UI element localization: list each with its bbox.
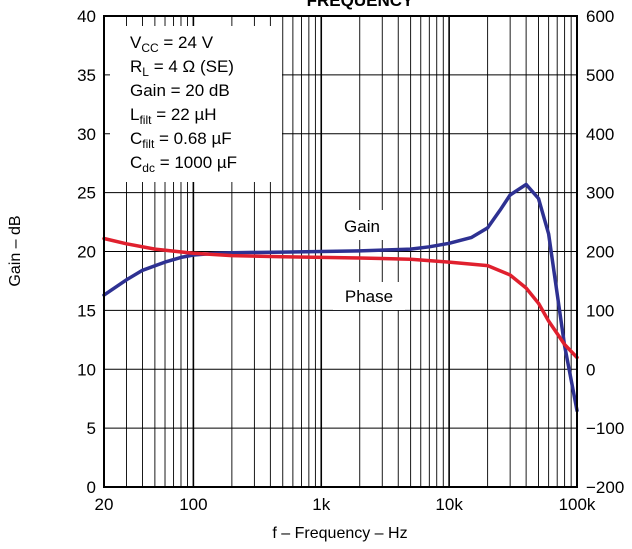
x-tick-label: 10k <box>435 495 463 514</box>
series-gain-line <box>102 182 579 413</box>
y-tick-labels: 0 5 10 15 20 25 30 35 40 <box>77 7 96 497</box>
anno-cfilt: Cfilt = 0.68 µF <box>130 129 232 151</box>
chart-title: FREQUENCY <box>307 0 414 10</box>
y-tick-label: 40 <box>77 7 96 26</box>
y2-tick-label: −200 <box>586 478 624 497</box>
anno-rl: RL = 4 Ω (SE) <box>130 57 234 79</box>
x-tick-label: 20 <box>95 495 114 514</box>
y2-tick-label: 100 <box>586 301 614 320</box>
y-tick-label: 30 <box>77 125 96 144</box>
y2-tick-labels: −200 −100 0 100 200 300 400 500 600 <box>586 7 624 497</box>
y2-tick-label: −100 <box>586 419 624 438</box>
y2-tick-label: 500 <box>586 66 614 85</box>
plot-frame <box>103 15 578 488</box>
y-tick-label: 10 <box>77 360 96 379</box>
anno-cdc: Cdc = 1000 µF <box>130 153 237 175</box>
x-axis-label: f – Frequency – Hz <box>272 525 407 542</box>
x-tick-labels: 20 100 1k 10k 100k <box>95 495 596 514</box>
x-tick-label: 100 <box>179 495 207 514</box>
x-tick-label: 100k <box>559 495 596 514</box>
series-phase-line <box>102 236 579 360</box>
gain-label-bg <box>332 210 392 240</box>
gain-curve-label: Gain <box>344 217 380 236</box>
y2-tick-label: 600 <box>586 7 614 26</box>
phase-label-bg <box>333 282 405 310</box>
y-tick-label: 25 <box>77 184 96 203</box>
y-tick-label: 15 <box>77 301 96 320</box>
curves <box>102 182 579 413</box>
x-tick-label: 1k <box>312 495 330 514</box>
y-tick-label: 5 <box>87 419 96 438</box>
y2-tick-label: 300 <box>586 184 614 203</box>
y-tick-label: 20 <box>77 243 96 262</box>
annotation-text: VCC = 24 V RL = 4 Ω (SE) Gain = 20 dB Lf… <box>130 33 237 175</box>
anno-lfilt: Lfilt = 22 µH <box>130 105 217 127</box>
annotation-box <box>110 26 282 182</box>
y-axis-label: Gain – dB <box>7 215 24 286</box>
phase-curve-label: Phase <box>345 287 393 306</box>
y2-tick-label: 400 <box>586 125 614 144</box>
y-tick-label: 35 <box>77 66 96 85</box>
y2-tick-label: 0 <box>586 360 595 379</box>
anno-gain: Gain = 20 dB <box>130 81 230 100</box>
anno-vcc: VCC = 24 V <box>130 33 214 55</box>
y-tick-label: 0 <box>87 478 96 497</box>
y2-tick-label: 200 <box>586 243 614 262</box>
